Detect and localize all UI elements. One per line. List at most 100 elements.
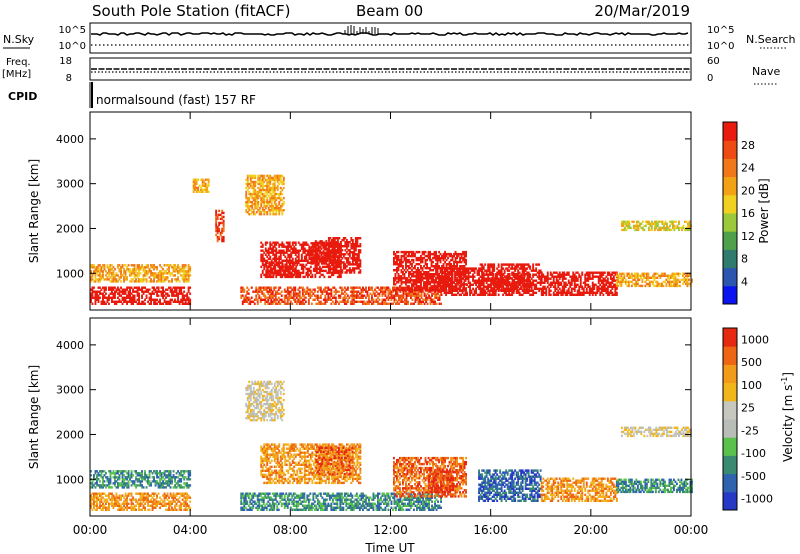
heatmap-cell: [151, 266, 154, 269]
heatmap-cell: [557, 293, 560, 296]
heatmap-cell: [584, 273, 587, 276]
heatmap-cell: [503, 275, 506, 278]
heatmap-cell: [336, 239, 339, 242]
heatmap-cell: [557, 281, 560, 284]
heatmap-cell: [458, 273, 461, 276]
heatmap-cell: [288, 290, 291, 293]
heatmap-cell: [260, 188, 263, 192]
heatmap-cell: [277, 263, 280, 266]
heatmap-cell: [357, 265, 360, 268]
heatmap-cell: [384, 292, 387, 295]
heatmap-cell: [165, 302, 167, 305]
heatmap-cell: [418, 285, 421, 288]
heatmap-cell: [94, 292, 97, 295]
heatmap-cell: [259, 300, 262, 303]
heatmap-cell: [503, 287, 506, 290]
heatmap-cell: [108, 266, 110, 269]
heatmap-cell: [402, 289, 404, 292]
heatmap-cell: [159, 278, 161, 281]
heatmap-cell: [505, 285, 508, 288]
heatmap-cell: [273, 249, 276, 252]
heatmap-cell: [102, 266, 104, 269]
heatmap-cell: [246, 286, 249, 289]
heatmap-cell: [288, 286, 291, 289]
heatmap-cell: [411, 287, 413, 290]
heatmap-cell: [457, 281, 459, 284]
heatmap-cell: [249, 192, 252, 196]
heatmap-cell: [305, 243, 308, 246]
heatmap-cell: [300, 255, 303, 258]
heatmap-cell: [272, 194, 275, 198]
heatmap-cell: [290, 273, 293, 276]
heatmap-cell: [261, 182, 264, 186]
heatmap-cell: [117, 296, 119, 299]
heatmap-cell: [221, 209, 224, 213]
heatmap-cell: [287, 243, 290, 246]
heatmap-cell: [290, 255, 293, 258]
heatmap-cell: [415, 289, 418, 292]
heatmap-cell: [136, 276, 139, 279]
heatmap-cell: [311, 244, 314, 247]
heatmap-cell: [342, 292, 345, 295]
heatmap-cell: [106, 296, 109, 299]
heatmap-cell: [324, 269, 327, 273]
heatmap-cell: [254, 184, 257, 188]
heatmap-cell: [272, 178, 275, 182]
heatmap-cell: [575, 293, 578, 296]
heatmap-cell: [422, 298, 424, 301]
heatmap-cell: [91, 302, 94, 305]
heatmap-cell: [433, 265, 436, 268]
heatmap-cell: [567, 287, 570, 290]
heatmap-cell: [269, 251, 272, 254]
heatmap-cell: [183, 272, 186, 275]
heatmap-cell: [97, 280, 100, 283]
heatmap-cell: [345, 257, 348, 260]
heatmap-cell: [341, 239, 344, 242]
heatmap-cell: [476, 271, 479, 274]
heatmap-cell: [246, 298, 249, 301]
heatmap-cell: [426, 277, 428, 280]
heatmap-cell: [420, 277, 422, 280]
heatmap-cell: [560, 275, 563, 278]
heatmap-cell: [518, 271, 521, 274]
heatmap-cell: [417, 294, 420, 297]
heatmap-cell: [614, 293, 617, 296]
heatmap-cell: [366, 300, 369, 303]
heatmap-cell: [411, 279, 413, 282]
heatmap-cell: [567, 271, 570, 274]
heatmap-cell: [160, 274, 163, 277]
heatmap-cell: [350, 237, 353, 240]
heatmap-cell: [287, 245, 290, 248]
heatmap-cell: [508, 291, 511, 294]
heatmap-cell: [509, 263, 512, 266]
heatmap-cell: [142, 286, 145, 289]
heatmap-cell: [448, 265, 451, 268]
heatmap-cell: [397, 269, 400, 272]
heatmap-cell: [432, 281, 434, 284]
heatmap-cell: [175, 266, 178, 269]
heatmap-cell: [602, 281, 605, 284]
heatmap-cell: [153, 280, 155, 283]
heatmap-cell: [309, 288, 312, 291]
heatmap-cell: [465, 254, 467, 258]
heatmap-cell: [549, 277, 552, 280]
heatmap-cell: [252, 180, 255, 184]
heatmap-cell: [310, 262, 313, 265]
heatmap-cell: [266, 213, 269, 216]
heatmap-cell: [272, 241, 275, 244]
heatmap-cell: [417, 273, 419, 276]
heatmap-cell: [460, 283, 462, 286]
heatmap-cell: [100, 268, 103, 271]
heatmap-cell: [392, 286, 394, 289]
heatmap-cell: [138, 288, 140, 291]
heatmap-cell: [514, 275, 517, 278]
heatmap-cell: [108, 302, 110, 305]
heatmap-cell: [221, 229, 224, 233]
heatmap-cell: [485, 277, 488, 280]
heatmap-cell: [511, 271, 514, 274]
heatmap-cell: [415, 271, 418, 274]
heatmap-cell: [406, 287, 409, 290]
heatmap-cell: [322, 256, 325, 259]
heatmap-cell: [304, 290, 307, 293]
heatmap-cell: [333, 294, 336, 297]
